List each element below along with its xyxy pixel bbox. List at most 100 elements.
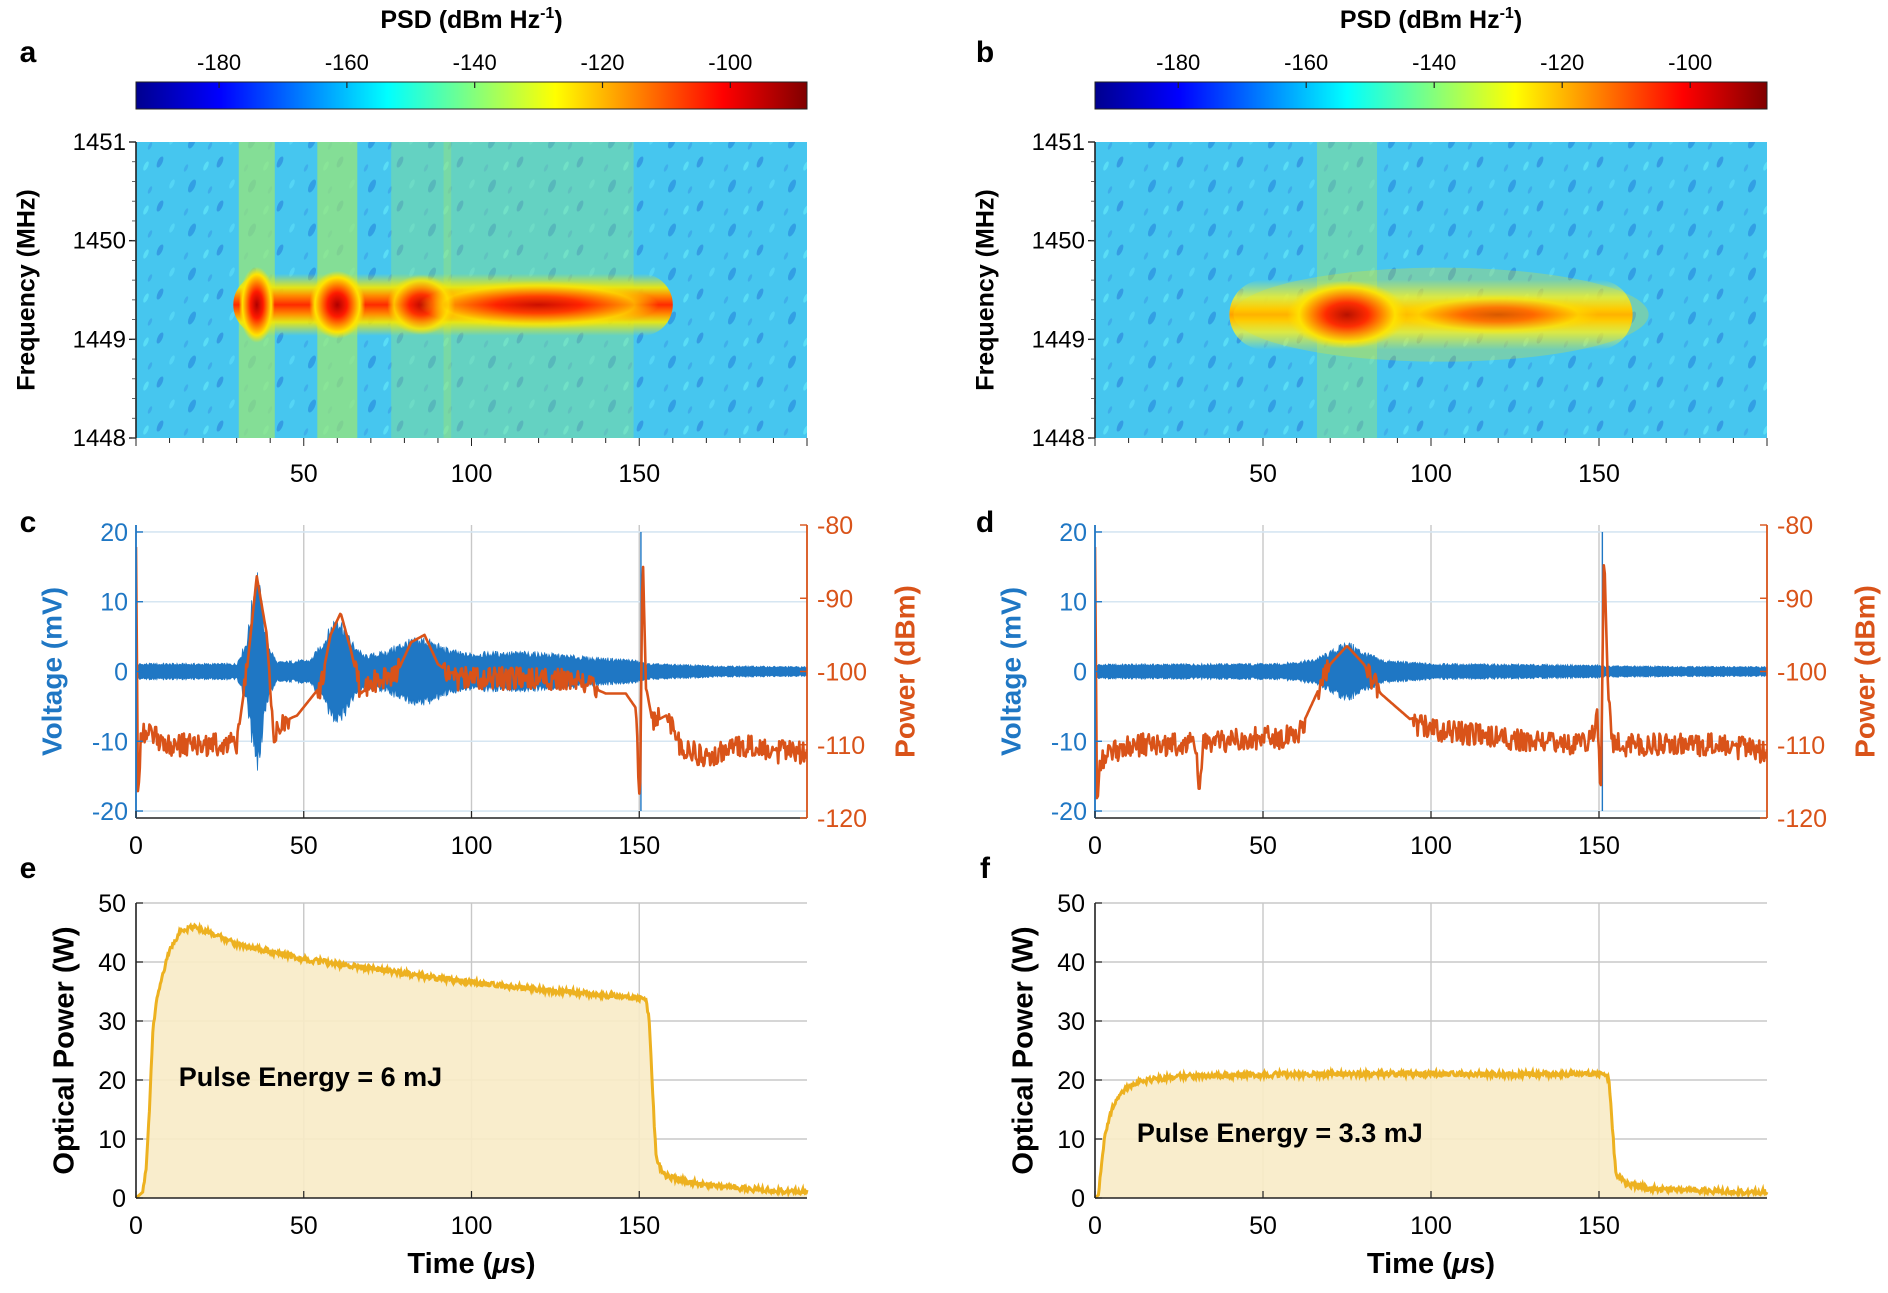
x-axis-label: Time (μs) xyxy=(1367,1248,1495,1280)
heatmap-b xyxy=(1095,142,1767,438)
x-tick-label: 100 xyxy=(451,460,493,488)
x-tick-label: 50 xyxy=(290,1212,318,1240)
y-tick-label: 1451 xyxy=(73,129,126,156)
pulse-area xyxy=(1095,1071,1767,1198)
colorbar-a: -180 -160 -140 -120 -100 PSD (dBm Hz-1) xyxy=(135,5,808,110)
panel-label-e: e xyxy=(20,852,37,885)
colorbar-tick-label: -100 xyxy=(1668,50,1712,75)
voltage-trace xyxy=(1095,641,1767,702)
x-tick-label: 150 xyxy=(618,460,660,488)
colorbar-gradient xyxy=(1094,81,1768,110)
panel-label-b: b xyxy=(976,36,994,69)
y-axis-label: Frequency (MHz) xyxy=(972,189,1000,390)
heatmap-a xyxy=(136,142,807,438)
x-tick-label: 150 xyxy=(1578,460,1620,488)
y-axis-label: Frequency (MHz) xyxy=(13,189,41,390)
heatmap-axes-b: 1448 1449 1450 1451 50 100 150 Frequency (MHz) xyxy=(972,129,1768,488)
pulse-energy-annotation: Pulse Energy = 3.3 mJ xyxy=(1137,1118,1423,1148)
colorbar-tick-label: -120 xyxy=(1540,50,1584,75)
y-tick-label-right: -80 xyxy=(1777,512,1813,540)
colorbar-b: -180 -160 -140 -120 -100 PSD (dBm Hz-1) xyxy=(1094,5,1768,110)
psd-peak xyxy=(418,280,659,329)
y-tick-label-left: 20 xyxy=(100,519,128,547)
y-tick-label-right: -120 xyxy=(1777,805,1827,833)
colorbar-tick-label: -180 xyxy=(1156,50,1200,75)
x-tick-label: 150 xyxy=(618,1212,660,1240)
x-tick-label: 0 xyxy=(129,1212,143,1240)
y-tick-label-right: -90 xyxy=(817,585,853,613)
plot-area xyxy=(1095,531,1767,812)
y-tick-label: 40 xyxy=(1057,949,1085,977)
y-axis-label: Optical Power (W) xyxy=(49,926,81,1174)
power-trace xyxy=(136,546,807,795)
y-tick-label-right: -100 xyxy=(817,659,867,687)
x-tick-label: 150 xyxy=(1578,832,1620,860)
y-tick-label: 30 xyxy=(98,1008,126,1036)
y-tick-label: 0 xyxy=(112,1185,126,1213)
colorbar-tick-label: -140 xyxy=(453,50,497,75)
psd-peak xyxy=(1398,294,1599,335)
y-tick-label: 30 xyxy=(1057,1008,1085,1036)
x-tick-label: 50 xyxy=(290,460,318,488)
y-tick-label: 20 xyxy=(1057,1067,1085,1095)
colorbar-tick-label: -180 xyxy=(197,50,241,75)
x-tick-label: 100 xyxy=(1410,832,1452,860)
x-tick-label: 50 xyxy=(1249,1212,1277,1240)
x-tick-label: 0 xyxy=(1088,1212,1102,1240)
colorbar-gradient xyxy=(135,81,808,110)
y-tick-label-left: 10 xyxy=(1059,589,1087,617)
panel-label-d: d xyxy=(976,506,994,539)
x-tick-label: 50 xyxy=(1249,460,1277,488)
y-tick-label: 50 xyxy=(1057,890,1085,918)
y-axis-label-right: Power (dBm) xyxy=(1849,585,1880,758)
x-tick-label: 150 xyxy=(1578,1212,1620,1240)
y-tick-label-right: -110 xyxy=(817,732,865,760)
panel-label-c: c xyxy=(20,506,37,539)
colorbar-title: PSD (dBm Hz-1) xyxy=(1340,5,1522,34)
colorbar-tick-label: -100 xyxy=(708,50,752,75)
y-tick-label-right: -120 xyxy=(817,805,867,833)
psd-peak xyxy=(1287,280,1407,349)
x-tick-label: 100 xyxy=(451,832,493,860)
y-tick-label: 40 xyxy=(98,949,126,977)
colorbar-tick-label: -120 xyxy=(580,50,624,75)
y-tick-label: 50 xyxy=(98,890,126,918)
pulse-trace xyxy=(135,921,809,1200)
x-tick-label: 150 xyxy=(618,832,660,860)
y-tick-label: 1451 xyxy=(1032,129,1085,156)
y-tick-label: 10 xyxy=(98,1126,126,1154)
y-axis-label-left: Voltage (mV) xyxy=(36,587,67,756)
psd-peak xyxy=(309,270,366,339)
heatmap-axes-a: 1448 1449 1450 1451 50 100 150 Frequency (MHz) xyxy=(13,129,808,488)
y-axis-label-left: Voltage (mV) xyxy=(995,587,1026,756)
y-tick-label-right: -100 xyxy=(1777,659,1827,687)
y-tick-label: 1449 xyxy=(1032,326,1085,353)
y-tick-label-left: -10 xyxy=(92,728,128,756)
x-tick-label: 0 xyxy=(129,832,143,860)
y-tick-label-right: -110 xyxy=(1777,732,1825,760)
y-tick-label: 0 xyxy=(1071,1185,1085,1213)
x-tick-label: 50 xyxy=(1249,832,1277,860)
y-axis-label-right: Power (dBm) xyxy=(889,585,920,758)
y-tick-label: 1450 xyxy=(1032,228,1085,255)
y-tick-label: 1448 xyxy=(73,425,126,452)
panel-label-a: a xyxy=(20,36,37,69)
colorbar-title: PSD (dBm Hz-1) xyxy=(380,5,562,34)
y-tick-label: 20 xyxy=(98,1067,126,1095)
y-tick-label-left: 10 xyxy=(100,589,128,617)
colorbar-tick-label: -140 xyxy=(1412,50,1456,75)
x-axis-label: Time (μs) xyxy=(407,1248,535,1280)
colorbar-tick-label: -160 xyxy=(1284,50,1328,75)
psd-peak xyxy=(238,266,275,343)
panel-label-f: f xyxy=(980,852,991,885)
x-tick-label: 0 xyxy=(1088,832,1102,860)
plot-area xyxy=(136,531,807,812)
y-tick-label: 1449 xyxy=(73,326,126,353)
y-tick-label-left: -20 xyxy=(1051,798,1087,826)
area-panel-e: 0 10 20 30 40 50 0 50 100 150 Pulse Energy = 6 mJ O… xyxy=(49,890,809,1280)
y-tick-label: 1450 xyxy=(73,228,126,255)
y-axis-label: Optical Power (W) xyxy=(1008,926,1040,1174)
